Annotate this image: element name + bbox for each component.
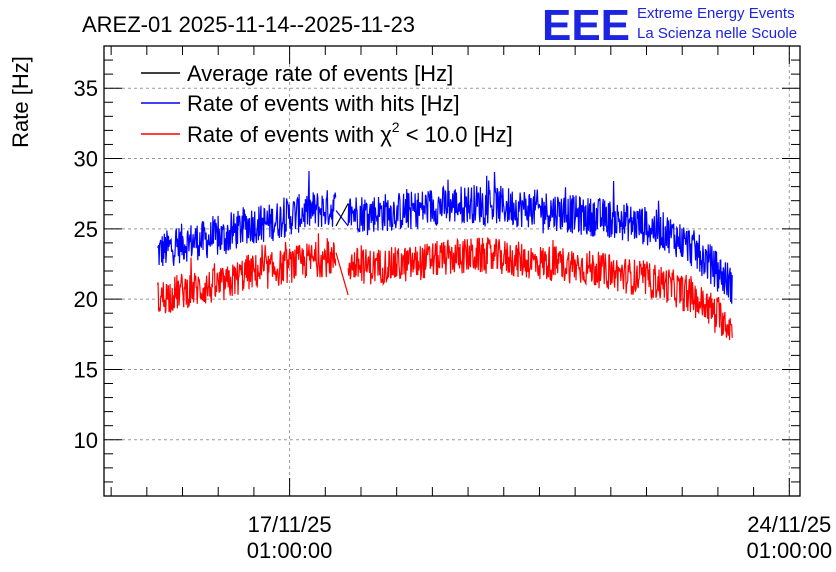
y-tick-label-10: 10 bbox=[74, 428, 98, 453]
series-layer bbox=[156, 170, 733, 341]
legend-label-average: Average rate of events [Hz] bbox=[187, 61, 453, 86]
series-line-average bbox=[335, 203, 349, 227]
x-tick-label-time-7: 01:00:00 bbox=[746, 538, 832, 563]
y-axis-label: Rate [Hz] bbox=[8, 56, 33, 148]
y-tick-label-20: 20 bbox=[74, 287, 98, 312]
eee-logo: EEE Extreme Energy Events La Scienza nel… bbox=[542, 1, 797, 50]
axis-ticks: 10152025303517/11/2501:00:0024/11/2501:0… bbox=[74, 45, 832, 563]
logo-line-2: La Scienza nelle Scuole bbox=[637, 25, 797, 42]
legend-chi2-prefix: Rate of events with bbox=[187, 122, 380, 147]
x-tick-label-date-7: 24/11/25 bbox=[747, 512, 831, 537]
legend: Average rate of events [Hz] Rate of even… bbox=[141, 61, 513, 147]
y-tick-label-15: 15 bbox=[74, 357, 98, 382]
y-tick-label-35: 35 bbox=[74, 76, 98, 101]
legend-chi-symbol: χ bbox=[380, 122, 392, 147]
x-tick-label-time-0: 01:00:00 bbox=[247, 538, 333, 563]
series-line-chi2 bbox=[156, 233, 733, 341]
legend-label-chi2: Rate of events with χ2 < 10.0 [Hz] bbox=[187, 119, 513, 147]
series-gap-bridge-hits bbox=[335, 210, 349, 227]
legend-chi-superscript: 2 bbox=[392, 119, 400, 135]
y-tick-label-30: 30 bbox=[74, 147, 98, 172]
legend-chi2-suffix: < 10.0 [Hz] bbox=[400, 122, 513, 147]
grid-lines bbox=[104, 46, 800, 496]
series-line-hits bbox=[157, 170, 733, 304]
x-tick-label-date-0: 17/11/25 bbox=[248, 512, 332, 537]
logo-line-1: Extreme Energy Events bbox=[637, 5, 795, 22]
eee-logo-mark: EEE bbox=[542, 1, 630, 50]
legend-label-hits: Rate of events with hits [Hz] bbox=[187, 91, 460, 116]
chart-title: AREZ-01 2025-11-14--2025-11-23 bbox=[82, 12, 415, 37]
series-gap-bridge-chi2 bbox=[335, 252, 349, 296]
y-tick-label-25: 25 bbox=[74, 217, 98, 242]
